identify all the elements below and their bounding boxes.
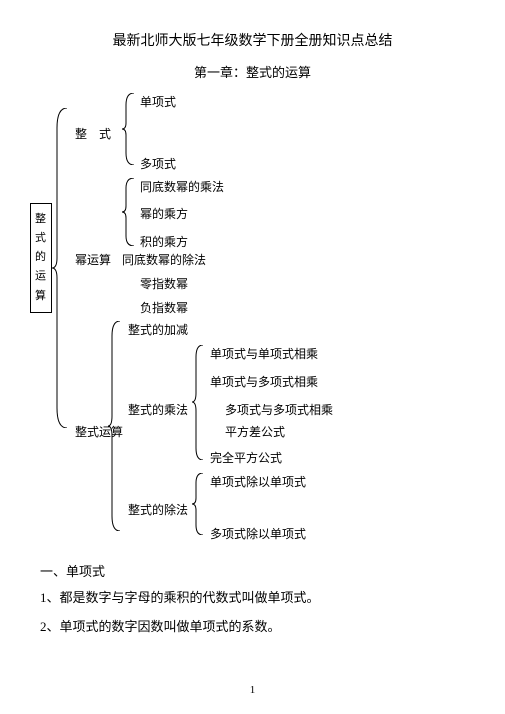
section-header: 一、单项式 [40, 561, 465, 580]
node-zhengshi: 整 式 [75, 125, 111, 142]
node-duoxduo: 多项式与多项式相乘 [225, 401, 333, 418]
concept-tree: 整 式 的 运 算 整 式 单项式 多项式 幂运算 同底数幂的乘法 幂的乘方 积… [40, 93, 465, 553]
node-danxiangshi: 单项式 [140, 93, 176, 110]
sidebar-box: 整 式 的 运 算 [30, 203, 52, 313]
sb-char: 的 [35, 249, 48, 267]
sb-char: 算 [35, 288, 48, 306]
node-jiajian: 整式的加减 [128, 321, 188, 338]
sb-char: 运 [35, 268, 48, 286]
brace-zhengshi [122, 93, 137, 165]
node-miyunsuan: 幂运算 [75, 251, 111, 268]
brace-chengfa [192, 345, 206, 460]
node-chufa: 整式的除法 [128, 501, 188, 518]
node-fuzhishu: 负指数幂 [140, 299, 188, 316]
node-michengfang: 幂的乘方 [140, 205, 188, 222]
brace-main [52, 108, 72, 428]
sb-char: 整 [35, 211, 48, 229]
node-dxd: 单项式与单项式相乘 [210, 345, 318, 362]
brace-chufa [192, 473, 206, 535]
node-tongdi-cheng: 同底数幂的乘法 [140, 178, 224, 195]
node-wanquan: 完全平方公式 [210, 449, 282, 466]
node-dxduo: 单项式与多项式相乘 [210, 373, 318, 390]
node-chengfa: 整式的乘法 [128, 401, 188, 418]
node-duochu: 多项式除以单项式 [210, 525, 306, 542]
node-danchu: 单项式除以单项式 [210, 473, 306, 490]
body-line-2: 2、单项式的数字因数叫做单项式的系数。 [40, 617, 465, 638]
page-number: 1 [0, 684, 505, 696]
chapter-title: 第一章：整式的运算 [40, 62, 465, 81]
node-pingfangcha: 平方差公式 [225, 423, 285, 440]
node-tongdi-chu: 同底数幂的除法 [122, 251, 206, 268]
doc-title: 最新北师大版七年级数学下册全册知识点总结 [40, 30, 465, 50]
node-jichengfang: 积的乘方 [140, 233, 188, 250]
node-duoxiangshi: 多项式 [140, 155, 176, 172]
sb-char: 式 [35, 230, 48, 248]
node-lingzhishu: 零指数幂 [140, 275, 188, 292]
brace-mi-upper [122, 178, 137, 246]
body-line-1: 1、都是数字与字母的乘积的代数式叫做单项式。 [40, 588, 465, 609]
brace-zsys [108, 321, 123, 531]
